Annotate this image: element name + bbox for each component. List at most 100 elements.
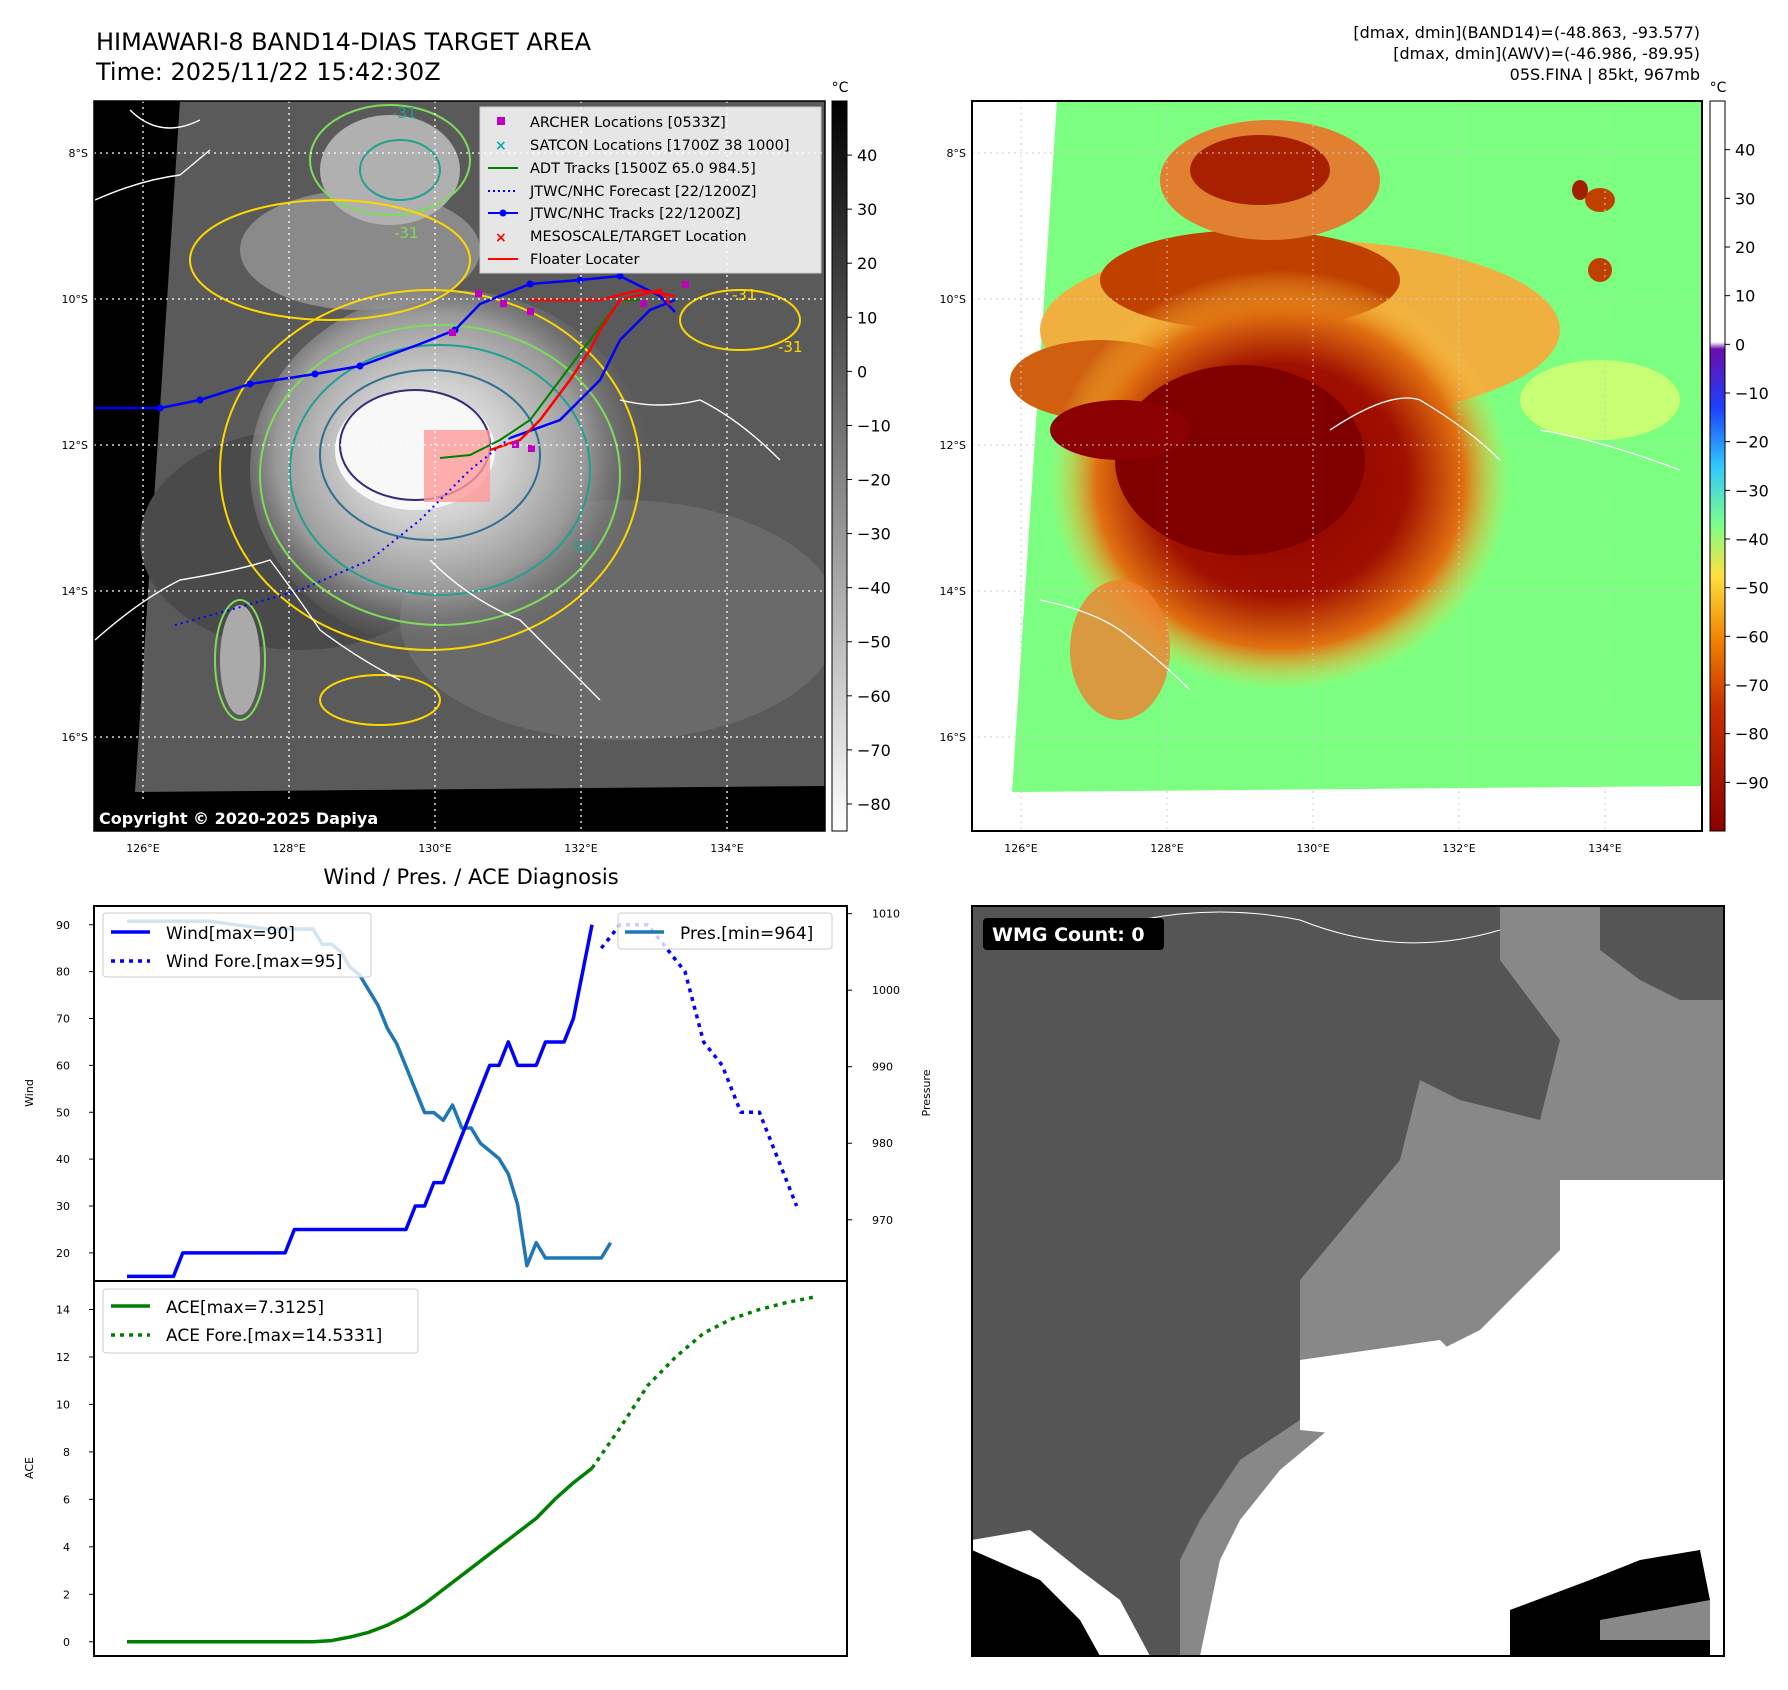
ace-tick-label: 12 bbox=[56, 1351, 70, 1364]
awv-colorbar-unit: °C bbox=[1710, 80, 1727, 96]
legend-wind-forecast: Wind Fore.[max=95] bbox=[166, 952, 342, 972]
lat-label: 16°S bbox=[62, 731, 88, 744]
lat-label: 12°S bbox=[940, 439, 966, 452]
ace-tick-label: 4 bbox=[63, 1541, 70, 1554]
contour-label: -31 bbox=[778, 338, 803, 356]
lon-label: 132°E bbox=[1442, 842, 1475, 855]
ace-tick-label: 6 bbox=[63, 1493, 70, 1506]
lon-label: 134°E bbox=[1588, 842, 1621, 855]
ir-colorbar-unit: °C bbox=[832, 80, 849, 96]
wmg-panel: WMG Count: 0 bbox=[971, 905, 1725, 1657]
ir-colorbar-tick-label: 40 bbox=[857, 146, 877, 165]
target-marker-icon: × bbox=[495, 230, 507, 246]
wind-tick-label: 20 bbox=[56, 1247, 70, 1260]
ace-tick-label: 8 bbox=[63, 1446, 70, 1459]
ir-colorbar-tick-label: 20 bbox=[857, 254, 877, 273]
legend-wind: Wind[max=90] bbox=[166, 924, 295, 944]
legend-jtwc-forecast: JTWC/NHC Forecast [22/1200Z] bbox=[529, 184, 756, 200]
archer-marker-icon bbox=[497, 117, 505, 125]
lon-label: 126°E bbox=[126, 842, 159, 855]
pressure-axis-label: Pressure bbox=[920, 1069, 933, 1116]
wmg-dark-region bbox=[972, 906, 1560, 1656]
ace-axis-label: ACE bbox=[23, 1457, 36, 1479]
ir-legend bbox=[479, 106, 822, 274]
wmg-black-region bbox=[972, 1550, 1100, 1656]
awv-colorbar-tick-label: −70 bbox=[1735, 676, 1769, 695]
pressure-tick-label: 1000 bbox=[872, 984, 900, 997]
awv-colorbar-tick-label: −90 bbox=[1735, 773, 1769, 792]
ace-legend bbox=[102, 1288, 419, 1354]
lat-label: 14°S bbox=[62, 585, 88, 598]
jtwc-track bbox=[95, 274, 676, 410]
wind-tick-label: 60 bbox=[56, 1059, 70, 1072]
awv-colorbar-tick-label: −10 bbox=[1735, 384, 1769, 403]
legend-archer: ARCHER Locations [0533Z] bbox=[530, 115, 726, 131]
pressure-tick-label: 1010 bbox=[872, 908, 900, 921]
contour-label: -31 bbox=[732, 286, 757, 304]
lat-label: 8°S bbox=[69, 147, 88, 160]
ace-forecast-series-line bbox=[590, 1295, 816, 1470]
awv-colorbar-tick-label: −80 bbox=[1735, 725, 1769, 744]
lon-label: 132°E bbox=[564, 842, 597, 855]
lon-label: 128°E bbox=[1150, 842, 1183, 855]
ir-colorbar-tick-label: −60 bbox=[857, 687, 891, 706]
awv-colorbar-tick-label: 30 bbox=[1735, 189, 1755, 208]
lon-label: 128°E bbox=[272, 842, 305, 855]
ace-tick-label: 0 bbox=[63, 1636, 70, 1649]
wind-tick-label: 70 bbox=[56, 1013, 70, 1026]
lat-label: 10°S bbox=[62, 293, 88, 306]
lon-label: 134°E bbox=[710, 842, 743, 855]
awv-colorbar-tick-label: −30 bbox=[1735, 481, 1769, 500]
lat-label: 12°S bbox=[62, 439, 88, 452]
lat-label: 10°S bbox=[940, 293, 966, 306]
awv-map-panel: 8°S 10°S 12°S 14°S 16°S 126°E 128°E 130°… bbox=[940, 100, 1703, 855]
awv-colorbar-tick-label: −50 bbox=[1735, 579, 1769, 598]
ir-colorbar-tick-label: 0 bbox=[857, 362, 867, 381]
lat-label: 14°S bbox=[940, 585, 966, 598]
satcon-marker-icon: × bbox=[495, 138, 507, 154]
lat-label: 16°S bbox=[940, 731, 966, 744]
wind-tick-label: 90 bbox=[56, 919, 70, 932]
ir-colorbar-tick-label: −30 bbox=[857, 525, 891, 544]
wmg-count-label: WMG Count: 0 bbox=[992, 924, 1145, 946]
lon-label: 130°E bbox=[1296, 842, 1329, 855]
ace-tick-label: 14 bbox=[56, 1303, 70, 1316]
awv-colorbar-tick-label: −20 bbox=[1735, 433, 1769, 452]
contour-label: -54 bbox=[568, 538, 593, 556]
legend-entries: ARCHER Locations [0533Z] × SATCON Locati… bbox=[488, 115, 789, 268]
pressure-tick-label: 970 bbox=[872, 1214, 893, 1227]
wind-legend bbox=[102, 912, 372, 978]
ace-series-line bbox=[127, 1466, 594, 1644]
awv-colorbar-tick-label: 0 bbox=[1735, 335, 1745, 354]
legend-pressure: Pres.[min=964] bbox=[680, 924, 813, 944]
awv-colorbar: °C 40 30 20 10 0 −10 −20 −30 −40 −50 −60 −70 −80 −90 bbox=[1709, 80, 1769, 832]
awv-colorbar-tick-label: 10 bbox=[1735, 287, 1755, 306]
wind-tick-label: 50 bbox=[56, 1106, 70, 1119]
contour-label: -31 bbox=[392, 104, 417, 122]
legend-satcon: SATCON Locations [1700Z 38 1000] bbox=[530, 138, 789, 154]
ir-colorbar: °C 40 30 20 10 0 −10 −20 −30 −40 −50 −60 −70 −80 bbox=[831, 80, 891, 832]
figure-time: Time: 2025/11/22 15:42:30Z bbox=[95, 58, 441, 86]
ir-colorbar-tick-label: −70 bbox=[857, 741, 891, 760]
ir-map-panel: -31 -31 -31 -31 -54 ARCHER Locations [05… bbox=[62, 100, 826, 855]
pressure-legend bbox=[617, 912, 833, 950]
legend-jtwc-tracks: JTWC/NHC Tracks [22/1200Z] bbox=[529, 206, 741, 222]
wind-tick-label: 30 bbox=[56, 1200, 70, 1213]
pressure-tick-label: 990 bbox=[872, 1061, 893, 1074]
ir-colorbar-tick-label: −50 bbox=[857, 633, 891, 652]
dmax-band14: [dmax, dmin](BAND14)=(-48.863, -93.577) bbox=[1353, 23, 1700, 42]
legend-adt: ADT Tracks [1500Z 65.0 984.5] bbox=[530, 161, 756, 177]
ace-chart: ACE 0 2 4 6 8 10 12 14 ACE[max=7.3125] ACE Fore… bbox=[23, 1280, 848, 1657]
lon-label: 130°E bbox=[418, 842, 451, 855]
floater-track bbox=[489, 288, 672, 452]
contour-label: -31 bbox=[394, 224, 419, 242]
wind-tick-label: 80 bbox=[56, 966, 70, 979]
lon-label: 126°E bbox=[1004, 842, 1037, 855]
wind-series-line bbox=[127, 924, 594, 1279]
storm-info: 05S.FINA | 85kt, 967mb bbox=[1510, 65, 1700, 84]
ir-colorbar-tick-label: −10 bbox=[857, 416, 891, 435]
ir-colorbar-tick-label: −40 bbox=[857, 579, 891, 598]
ir-colorbar-tick-label: −20 bbox=[857, 471, 891, 490]
awv-colorbar-tick-label: 20 bbox=[1735, 238, 1755, 257]
